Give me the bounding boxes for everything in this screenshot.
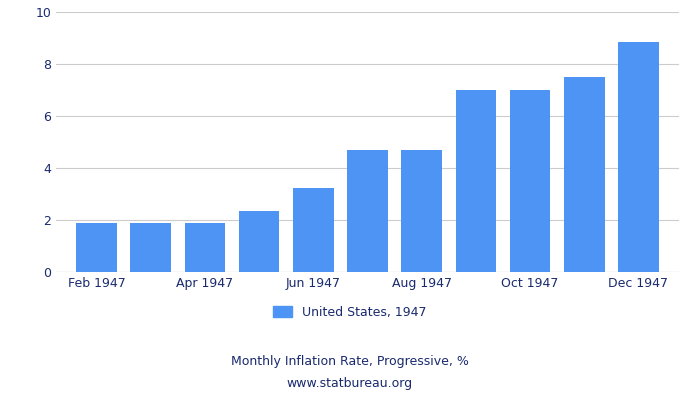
Bar [185, 222, 225, 272]
Bar [347, 150, 388, 272]
Bar [456, 90, 496, 272]
Bar [564, 77, 605, 272]
Bar [401, 150, 442, 272]
Text: www.statbureau.org: www.statbureau.org [287, 377, 413, 390]
Legend: United States, 1947: United States, 1947 [268, 301, 432, 324]
Bar [239, 211, 279, 272]
Bar [510, 90, 550, 272]
Bar [76, 222, 117, 272]
Text: Monthly Inflation Rate, Progressive, %: Monthly Inflation Rate, Progressive, % [231, 356, 469, 368]
Bar [130, 222, 171, 272]
Bar [293, 188, 334, 272]
Bar [618, 42, 659, 272]
